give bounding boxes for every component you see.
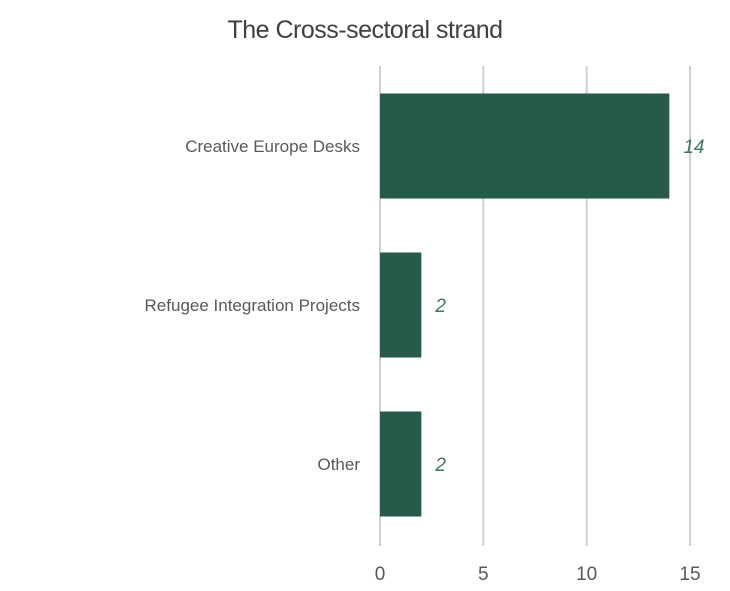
data-label: 2 xyxy=(434,455,446,476)
x-tick-label: 5 xyxy=(478,564,489,585)
bars xyxy=(380,93,670,517)
category-label: Other xyxy=(317,455,360,474)
x-tick-label: 10 xyxy=(576,564,597,585)
x-tick-label: 15 xyxy=(679,564,700,585)
data-label: 2 xyxy=(434,296,446,317)
bar xyxy=(380,93,670,199)
labels: 0 5 10 15 Creative Europe Desks 14 Refugee Int… xyxy=(145,137,705,585)
category-label: Refugee Integration Projects xyxy=(145,296,360,315)
bar xyxy=(380,252,422,358)
category-label: Creative Europe Desks xyxy=(185,137,360,156)
data-label: 14 xyxy=(683,137,704,158)
bar xyxy=(380,411,422,517)
x-tick-label: 0 xyxy=(375,564,386,585)
chart-title: The Cross-sectoral strand xyxy=(227,16,503,44)
